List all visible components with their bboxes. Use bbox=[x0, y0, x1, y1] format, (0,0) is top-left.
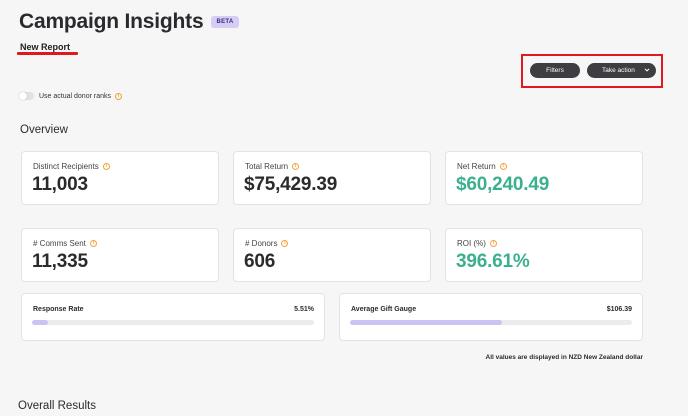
donor-ranks-toggle-row: Use actual donor ranks i bbox=[19, 92, 122, 100]
gauge-track bbox=[32, 320, 314, 325]
metric-value: $60,240.49 bbox=[456, 174, 550, 195]
donor-ranks-label: Use actual donor ranks bbox=[39, 92, 111, 100]
take-action-button[interactable]: Take action bbox=[587, 63, 656, 78]
info-icon[interactable]: i bbox=[499, 163, 507, 170]
gauge-track bbox=[350, 320, 632, 325]
metric-card-distinct-recipients: Distinct Recipients i 11,003 bbox=[21, 151, 219, 205]
gauge-card-response-rate: Response Rate 5.51% bbox=[21, 293, 325, 341]
info-icon[interactable]: i bbox=[292, 163, 300, 170]
metric-label: ROI (%) i bbox=[457, 239, 497, 248]
chevron-down-icon bbox=[644, 68, 650, 72]
metric-value: 606 bbox=[244, 251, 276, 272]
info-icon[interactable]: i bbox=[114, 92, 122, 100]
metric-label: Distinct Recipients i bbox=[33, 162, 110, 171]
report-name[interactable]: New Report bbox=[20, 42, 71, 52]
metric-card-roi: ROI (%) i 396.61% bbox=[445, 228, 643, 282]
metric-card-total-return: Total Return i $75,429.39 bbox=[233, 151, 431, 205]
metric-label: Net Return i bbox=[457, 162, 507, 171]
take-action-label: Take action bbox=[602, 67, 635, 74]
gauge-value: 5.51% bbox=[294, 306, 314, 313]
gauge-fill bbox=[32, 320, 48, 325]
metric-label: # Comms Sent i bbox=[33, 239, 97, 248]
info-icon[interactable]: i bbox=[281, 240, 289, 247]
beta-badge: BETA bbox=[211, 16, 239, 28]
info-icon[interactable]: i bbox=[89, 240, 97, 247]
overall-results-title: Overall Results bbox=[18, 400, 96, 412]
report-name-underline bbox=[17, 52, 78, 55]
gauge-label: Response Rate bbox=[33, 306, 84, 313]
metric-value: 396.61% bbox=[456, 251, 530, 272]
metric-value: $75,429.39 bbox=[244, 174, 338, 195]
title-row: Campaign Insights BETA bbox=[19, 10, 239, 34]
overview-title: Overview bbox=[20, 124, 68, 136]
gauge-value: $106.39 bbox=[606, 306, 632, 313]
gauge-label: Average Gift Gauge bbox=[351, 306, 417, 313]
info-icon[interactable]: i bbox=[489, 240, 497, 247]
gauge-card-average-gift: Average Gift Gauge $106.39 bbox=[339, 293, 643, 341]
info-icon[interactable]: i bbox=[102, 163, 110, 170]
filters-button[interactable]: Filters bbox=[530, 63, 580, 78]
currency-footnote: All values are displayed in NZD New Zeal… bbox=[485, 354, 644, 361]
gauge-fill bbox=[350, 320, 503, 325]
metric-card-net-return: Net Return i $60,240.49 bbox=[445, 151, 643, 205]
metric-value: 11,003 bbox=[32, 174, 88, 195]
donor-ranks-toggle[interactable] bbox=[19, 92, 34, 100]
metric-card-donors: # Donors i 606 bbox=[233, 228, 431, 282]
metric-label: # Donors i bbox=[245, 239, 289, 248]
page-title: Campaign Insights bbox=[19, 10, 204, 33]
metric-label: Total Return i bbox=[245, 162, 300, 171]
metric-card-comms-sent: # Comms Sent i 11,335 bbox=[21, 228, 219, 282]
metric-value: 11,335 bbox=[32, 251, 88, 272]
action-highlight-box bbox=[521, 54, 663, 88]
